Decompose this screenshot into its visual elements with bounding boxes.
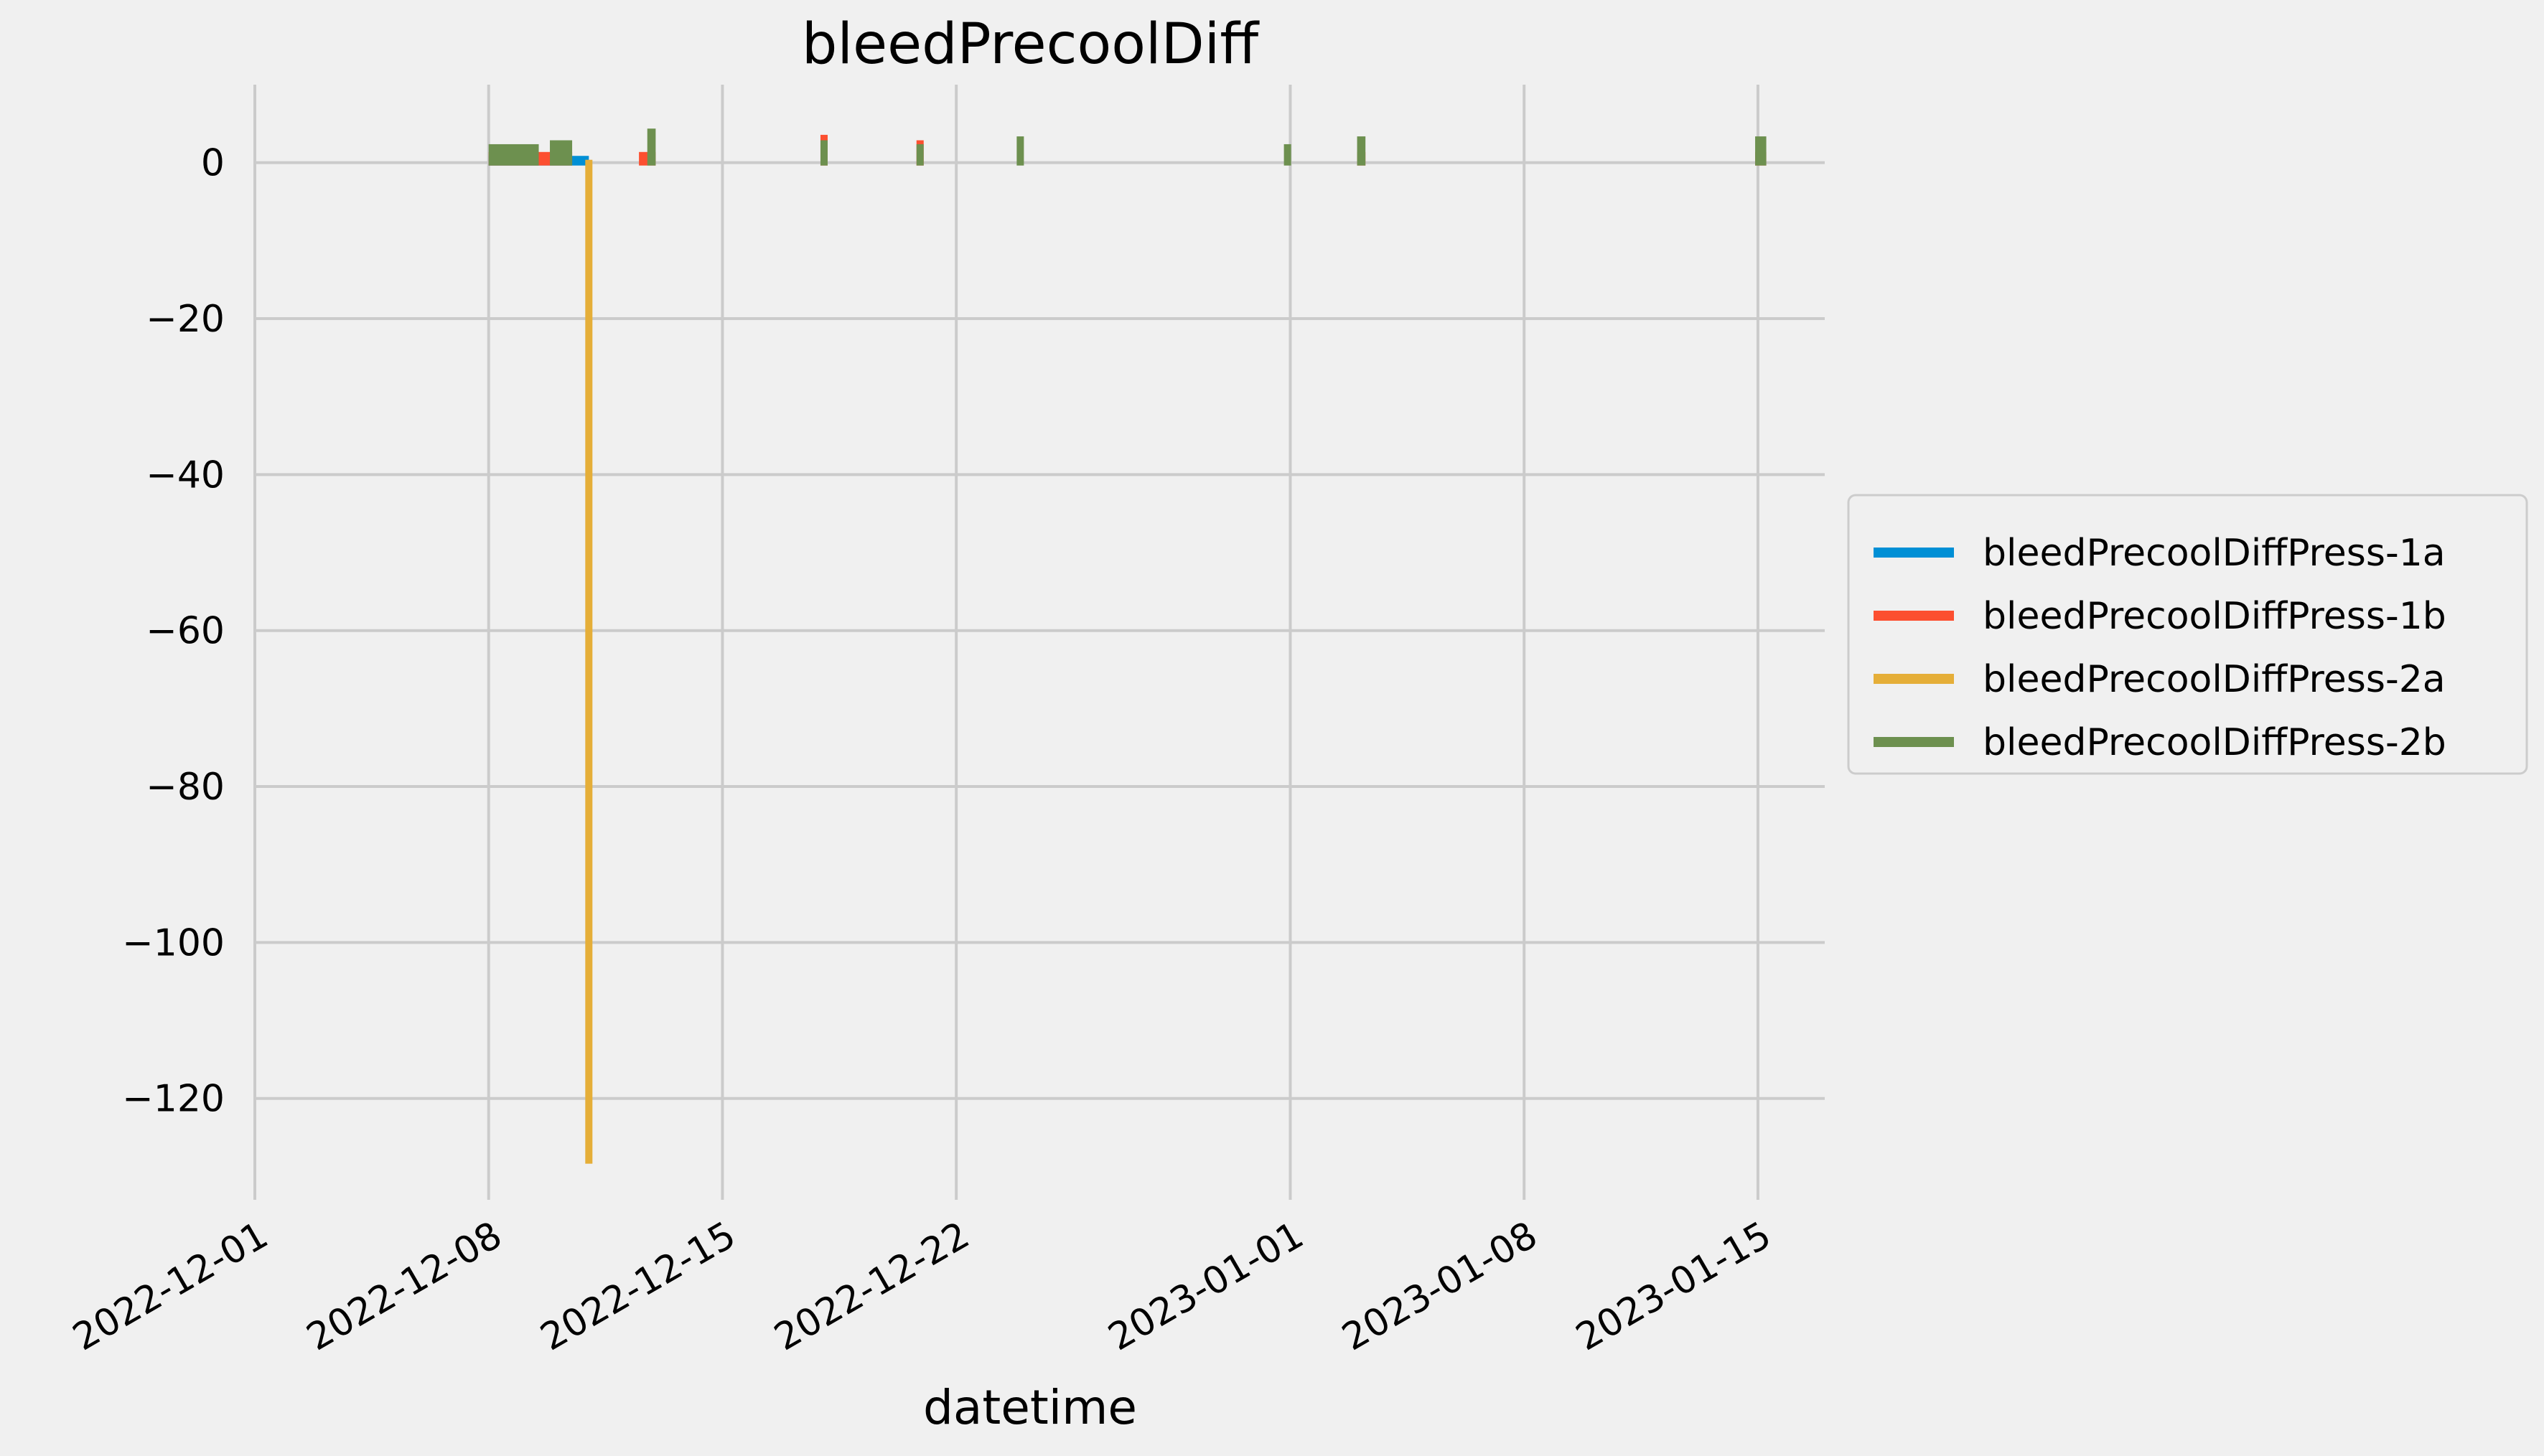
y-tick-label: −120 bbox=[122, 1078, 225, 1121]
legend: bleedPrecoolDiffPress-1a bleedPrecoolDiff… bbox=[1847, 494, 2528, 775]
series-burst bbox=[647, 128, 656, 166]
legend-label: bleedPrecoolDiffPress-2a bbox=[1983, 658, 2446, 701]
series-burst bbox=[916, 144, 924, 166]
legend-label: bleedPrecoolDiffPress-2b bbox=[1983, 721, 2446, 764]
y-tick-label: −40 bbox=[146, 454, 225, 497]
series-bleedPrecoolDiffPress-2a bbox=[585, 159, 593, 1164]
series-burst bbox=[488, 144, 539, 166]
series-burst bbox=[1357, 136, 1366, 166]
series-burst bbox=[585, 159, 593, 1164]
y-tick-label: −100 bbox=[122, 921, 225, 964]
series-burst bbox=[1016, 136, 1024, 166]
series-burst bbox=[1283, 144, 1291, 166]
grid bbox=[253, 85, 1825, 1200]
chart-title: bleedPrecoolDiff bbox=[802, 12, 1260, 77]
x-axis-label: datetime bbox=[923, 1380, 1137, 1435]
series-layer bbox=[488, 128, 1767, 1164]
y-tick-label: −20 bbox=[146, 298, 225, 341]
series-bleedPrecoolDiffPress-2b bbox=[488, 128, 1767, 166]
legend-label: bleedPrecoolDiffPress-1a bbox=[1983, 532, 2446, 575]
y-tick-label: −60 bbox=[146, 610, 225, 653]
legend-label: bleedPrecoolDiffPress-1b bbox=[1983, 595, 2446, 638]
y-axis: 0 −20 −40 −60 −80 −100 −120 bbox=[122, 142, 225, 1121]
legend-box bbox=[1847, 494, 2528, 775]
series-burst bbox=[1755, 136, 1767, 166]
y-tick-label: −80 bbox=[146, 766, 225, 809]
series-burst bbox=[550, 140, 573, 166]
series-burst bbox=[820, 140, 828, 166]
y-tick-label: 0 bbox=[201, 142, 225, 185]
